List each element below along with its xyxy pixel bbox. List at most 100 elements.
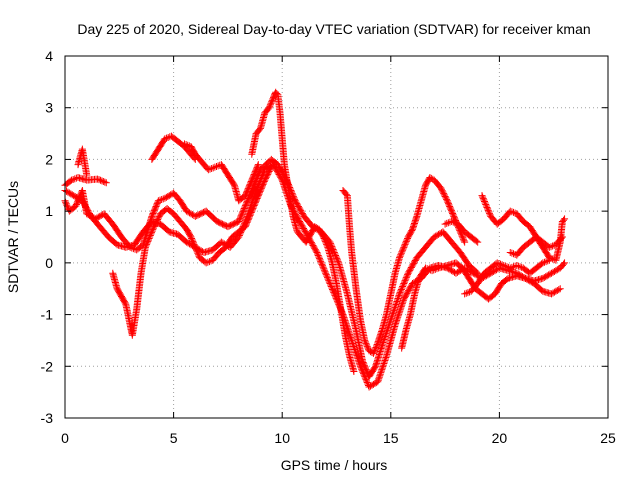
data-point [359, 370, 367, 378]
data-point [482, 202, 490, 210]
data-point [328, 244, 336, 252]
data-point [235, 216, 243, 224]
data-point [398, 300, 406, 308]
data-point [353, 352, 361, 360]
data-point [314, 251, 322, 259]
data-point [143, 240, 151, 248]
data-point [400, 280, 408, 288]
data-point [548, 290, 556, 298]
data-point [546, 270, 554, 278]
data-point [400, 242, 408, 250]
data-point [319, 233, 327, 241]
data-point [556, 285, 564, 293]
y-tick-label: 4 [45, 48, 53, 64]
data-point [439, 188, 447, 196]
data-point [396, 307, 404, 315]
data-point [428, 267, 436, 275]
data-point [193, 248, 201, 256]
data-point [390, 305, 398, 313]
data-point [397, 249, 405, 257]
data-point [359, 368, 367, 376]
data-point [101, 178, 109, 186]
data-point [393, 315, 401, 323]
data-point [381, 355, 389, 363]
data-point [402, 239, 410, 247]
data-point [312, 224, 320, 232]
data-point [437, 185, 445, 193]
data-point [401, 277, 409, 285]
data-point [518, 263, 526, 271]
data-point [401, 240, 409, 248]
data-point [362, 376, 370, 384]
data-point [376, 372, 384, 380]
data-point [392, 299, 400, 307]
data-point [523, 275, 531, 283]
data-point [75, 195, 83, 203]
data-point [376, 370, 384, 378]
data-point [398, 284, 406, 292]
data-point [187, 210, 195, 218]
data-point [503, 263, 511, 271]
data-point [266, 102, 274, 110]
x-tick-label: 25 [600, 430, 616, 446]
data-point [493, 259, 501, 267]
data-point [374, 376, 382, 384]
data-point [397, 251, 405, 259]
data-point [395, 254, 403, 262]
data-point [262, 175, 270, 183]
data-point [399, 297, 407, 305]
data-point [423, 265, 431, 273]
data-points [61, 88, 569, 391]
data-point [448, 267, 456, 275]
data-point [471, 270, 479, 278]
data-point [155, 213, 163, 221]
data-point [311, 223, 319, 231]
data-point [205, 258, 213, 266]
data-point [472, 237, 480, 245]
data-point [212, 163, 220, 171]
data-point [98, 177, 106, 185]
data-point [162, 193, 170, 201]
data-point [459, 235, 467, 243]
data-point [358, 365, 366, 373]
data-point [404, 271, 412, 279]
data-point [62, 198, 70, 206]
data-point [513, 261, 521, 269]
data-point [380, 337, 388, 345]
data-point [553, 266, 561, 274]
data-point [238, 210, 246, 218]
data-point [350, 344, 358, 352]
data-point [99, 177, 107, 185]
data-point [373, 342, 381, 350]
data-point [395, 290, 403, 298]
data-point [464, 289, 472, 297]
data-point [397, 304, 405, 312]
data-point [327, 281, 335, 289]
data-point [265, 104, 273, 112]
data-point [375, 375, 383, 383]
series-track-9 [398, 259, 564, 352]
data-point [68, 191, 76, 199]
data-point [557, 234, 565, 242]
data-point [315, 254, 323, 262]
data-point [400, 243, 408, 251]
data-point [369, 349, 377, 357]
data-point [455, 267, 463, 275]
data-point [161, 194, 169, 202]
data-point [552, 267, 560, 275]
data-point [121, 299, 129, 307]
data-point [549, 242, 557, 250]
data-point [437, 184, 445, 192]
data-point [453, 268, 461, 276]
data-point [149, 224, 157, 232]
data-point [542, 273, 550, 281]
data-point [460, 237, 468, 245]
data-point [362, 339, 370, 347]
data-point [264, 169, 272, 177]
data-point [392, 318, 400, 326]
data-point [330, 290, 338, 298]
data-point [319, 262, 327, 270]
data-point [142, 242, 150, 250]
data-point [254, 161, 262, 169]
